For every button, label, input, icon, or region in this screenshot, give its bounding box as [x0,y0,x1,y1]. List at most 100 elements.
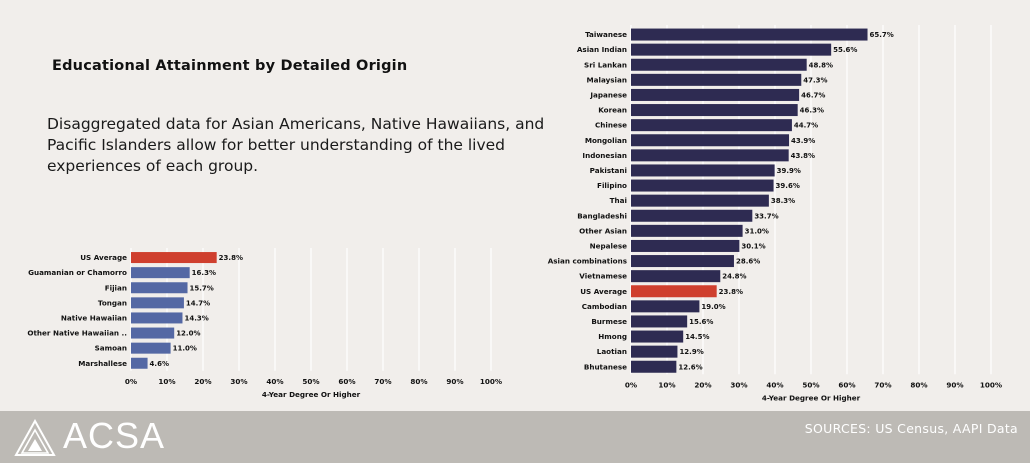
x-tick-label: 50% [302,377,319,386]
bar [631,270,721,283]
category-label: US Average [580,287,627,296]
bar [631,119,792,132]
page-subtitle: Disaggregated data for Asian Americans, … [47,115,545,175]
value-label: 30.1% [741,242,765,250]
x-tick-label: 90% [946,380,963,389]
bar [631,315,688,328]
value-label: 14.3% [184,314,208,322]
bar [631,330,684,343]
bar [631,73,802,86]
acsa-logo-icon [14,419,56,456]
x-tick-label: 0% [125,377,137,386]
bar [131,297,184,309]
bar [131,267,190,279]
value-label: 43.9% [791,137,815,145]
value-label: 4.6% [150,360,169,368]
value-label: 65.7% [870,31,894,39]
asian-attainment-chart: Taiwanese 65.7% Asian Indian 55.6% Sri Lanka… [548,24,1008,404]
bar [631,285,717,298]
bar [631,149,789,162]
x-tick-label: 10% [158,377,175,386]
category-label: Bhutanese [584,362,627,371]
value-label: 47.3% [803,76,827,84]
category-label: Taiwanese [585,30,627,39]
category-label: Laotian [597,347,627,356]
category-label: Chinese [595,121,627,130]
bar [631,300,700,313]
category-label: Asian combinations [548,257,627,266]
category-label: Pakistani [590,166,627,175]
value-label: 23.8% [219,254,243,262]
bar [631,179,774,192]
bar [631,134,790,147]
x-tick-label: 100% [480,377,502,386]
nhpi-attainment-chart: US Average 23.8% Guamanian or Chamorro 16.3… [25,248,515,399]
value-label: 43.8% [791,152,815,160]
x-tick-label: 40% [766,380,783,389]
category-label: Malaysian [587,75,628,84]
footer-bar: ACSA SOURCES: US Census, AAPI Data [0,411,1030,463]
value-label: 15.7% [190,284,214,292]
category-label: Other Asian [579,226,627,235]
value-label: 11.0% [173,345,197,353]
value-label: 16.3% [192,269,216,277]
value-label: 55.6% [833,46,857,54]
bar [131,357,148,369]
x-tick-label: 30% [730,380,747,389]
x-tick-label: 30% [230,377,247,386]
value-label: 19.0% [701,303,725,311]
value-label: 12.0% [176,330,200,338]
x-tick-label: 0% [625,380,637,389]
category-label: Samoan [95,344,127,353]
bar [631,28,868,41]
value-label: 12.9% [679,348,703,356]
x-tick-label: 80% [410,377,427,386]
x-tick-label: 20% [694,380,711,389]
page-title: Educational Attainment by Detailed Origi… [52,58,408,74]
value-label: 46.3% [800,107,824,115]
category-label: Nepalese [590,241,628,250]
category-label: Asian Indian [577,45,627,54]
bar [631,255,734,268]
value-label: 14.5% [685,333,709,341]
category-label: Vietnamese [579,272,627,281]
category-label: US Average [80,253,127,262]
bar [631,58,807,71]
bar [631,194,769,207]
x-tick-label: 20% [194,377,211,386]
value-label: 12.6% [678,363,702,371]
value-label: 33.7% [754,212,778,220]
x-tick-label: 70% [374,377,391,386]
value-label: 48.8% [809,61,833,69]
bar [631,43,832,56]
bar [631,88,800,101]
x-tick-label: 80% [910,380,927,389]
x-axis-label: 4-Year Degree Or Higher [262,390,361,399]
logo-text: ACSA [63,415,166,456]
x-tick-label: 40% [266,377,283,386]
nhpi-attainment-chart-svg: US Average 23.8% Guamanian or Chamorro 16.3… [27,248,502,399]
category-label: Cambodian [582,302,627,311]
category-label: Mongolian [585,136,627,145]
category-label: Sri Lankan [584,60,627,69]
bar [631,224,743,237]
sources-text: SOURCES: US Census, AAPI Data [804,421,1018,436]
value-label: 23.8% [719,288,743,296]
bar [131,312,183,324]
category-label: Korean [598,106,627,115]
bar [131,327,175,339]
x-tick-label: 100% [980,380,1002,389]
value-label: 14.7% [186,299,210,307]
x-tick-label: 90% [446,377,463,386]
category-label: Hmong [598,332,627,341]
category-label: Filipino [597,181,627,190]
bar [131,342,171,354]
category-label: Thai [610,196,627,205]
category-label: Indonesian [582,151,627,160]
category-label: Marshallese [78,359,127,368]
category-label: Burmese [591,317,627,326]
category-label: Fijian [105,283,127,292]
category-label: Native Hawaiian [61,313,127,322]
category-label: Tongan [98,298,127,307]
value-label: 31.0% [745,227,769,235]
